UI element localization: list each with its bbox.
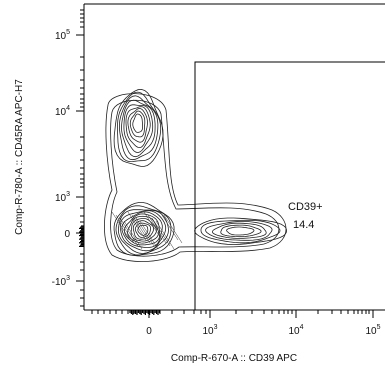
x-axis-label: Comp-R-670-A :: CD39 APC bbox=[171, 353, 297, 364]
gate-percent-label: 14.4 bbox=[293, 219, 314, 231]
upper-population-contour-2 bbox=[119, 95, 159, 161]
x-tick-label-2: 104 bbox=[288, 324, 303, 337]
density-hatch-4 bbox=[127, 211, 147, 241]
density-hatch-13 bbox=[163, 214, 183, 244]
lower-population-contour-7 bbox=[130, 218, 157, 242]
upper-population-contour-4 bbox=[123, 104, 154, 154]
contour-plot bbox=[104, 88, 288, 262]
lower-population-contour-8 bbox=[132, 220, 155, 240]
cd39-population-contour-4 bbox=[220, 224, 262, 238]
lower-population-contour-3 bbox=[119, 210, 167, 252]
density-hatch-9 bbox=[147, 214, 167, 244]
lower-population-contour-1 bbox=[115, 205, 172, 256]
y-ticks: 105 104 103 0 -103 bbox=[52, 9, 84, 307]
x-ticks: 0 103 104 105 bbox=[91, 310, 381, 337]
y-tick-label-0: 105 bbox=[55, 29, 70, 42]
gate-name-label: CD39+ bbox=[288, 201, 323, 213]
y-axis-label: Comp-R-780-A :: CD45RA APC-H7 bbox=[14, 79, 25, 235]
gate-cd39-positive[interactable] bbox=[194, 61, 385, 310]
lower-population-contour-10 bbox=[137, 224, 149, 236]
density-hatch-10 bbox=[151, 217, 171, 247]
envelope-contour-0 bbox=[104, 93, 287, 262]
upper-population-contour-5 bbox=[125, 106, 151, 149]
x-tick-label-3: 105 bbox=[365, 324, 380, 337]
x-tick-label-1: 103 bbox=[202, 324, 217, 337]
x-tick-label-0: 0 bbox=[146, 326, 152, 337]
upper-population-contour-1 bbox=[117, 91, 162, 163]
density-hatch-3 bbox=[123, 220, 143, 250]
upper-population-contour-6 bbox=[127, 108, 148, 143]
density-hatch-8 bbox=[143, 211, 163, 241]
lower-population-contour-2 bbox=[118, 209, 169, 254]
density-hatch-12 bbox=[159, 211, 179, 241]
gate-layer bbox=[194, 61, 385, 310]
y-tick-label-1: 104 bbox=[55, 105, 70, 118]
density-hatch-0 bbox=[111, 211, 131, 241]
cd39-population-contour-2 bbox=[205, 221, 273, 241]
y-tick-label-2: 103 bbox=[55, 191, 70, 204]
envelope-contour-1 bbox=[110, 99, 280, 257]
density-hatch-6 bbox=[135, 217, 155, 247]
cd39-population-contour-1 bbox=[200, 219, 281, 244]
lower-population-contour-4 bbox=[121, 211, 163, 248]
upper-population-contour-7 bbox=[129, 110, 146, 138]
y-tick-label-3: 0 bbox=[64, 229, 70, 240]
upper-population-contour-8 bbox=[132, 113, 143, 133]
lower-population-contour-0 bbox=[113, 202, 175, 256]
y-tick-label-4: -103 bbox=[52, 275, 70, 288]
upper-population-contour-3 bbox=[121, 99, 156, 158]
lower-population-contour-9 bbox=[134, 222, 152, 238]
lower-population-contour-5 bbox=[123, 213, 161, 246]
density-hatch-5 bbox=[131, 214, 151, 244]
cd39-population-contour-3 bbox=[211, 222, 267, 239]
density-hatch-1 bbox=[115, 214, 135, 244]
density-hatch-2 bbox=[119, 217, 139, 247]
plot-background bbox=[84, 4, 385, 310]
cd39-population-contour-5 bbox=[226, 226, 255, 236]
density-hatch-11 bbox=[155, 220, 175, 250]
density-hatch-7 bbox=[139, 220, 159, 250]
upper-population-contour-0 bbox=[113, 88, 164, 167]
